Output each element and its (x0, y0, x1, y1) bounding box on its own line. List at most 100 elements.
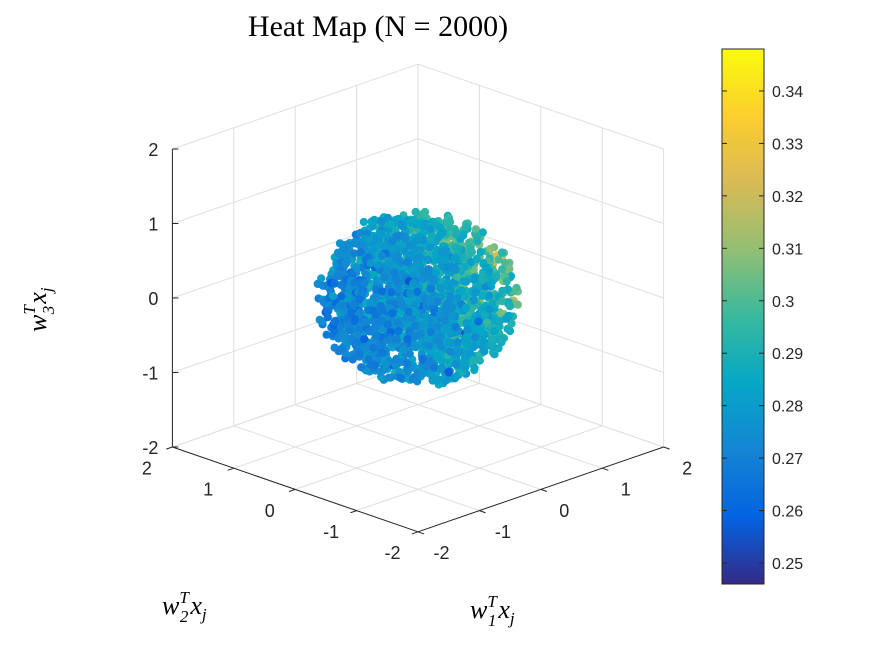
scatter-point (483, 318, 492, 327)
colorbar-tick-label: 0.34 (772, 84, 803, 101)
scatter-point (353, 330, 362, 340)
x-tick-label: 0 (559, 501, 569, 521)
scatter-point (378, 287, 387, 296)
colorbar-tick-label: 0.28 (772, 399, 803, 416)
scatter-point (426, 225, 435, 234)
scatter-point (397, 221, 407, 231)
scatter-point (474, 317, 483, 326)
scatter-point (324, 306, 333, 315)
scatter-point (503, 312, 512, 321)
scatter-point (445, 217, 455, 227)
scatter-point (423, 272, 432, 281)
scatter-point (369, 343, 378, 352)
scatter-point (391, 361, 401, 370)
scatter-point (331, 317, 340, 326)
y-axis-label: wT 2xj (162, 588, 207, 626)
x-tick-mark (602, 467, 609, 471)
scatter-point (403, 367, 412, 376)
scatter-point (361, 270, 370, 279)
scatter-point (444, 263, 453, 272)
scatter-point (356, 242, 366, 251)
scatter-point (426, 315, 436, 324)
scatter-point (369, 327, 379, 336)
scatter-point (377, 317, 386, 326)
scatter-point (478, 228, 487, 237)
scatter-point (351, 237, 360, 246)
colorbar-tick-label: 0.29 (772, 346, 803, 363)
scatter-point (384, 259, 393, 268)
scatter-point (497, 297, 506, 306)
scatter-point (417, 330, 426, 339)
colorbar-tick-label: 0.33 (772, 136, 803, 153)
scatter-point (355, 308, 364, 317)
scatter-point (455, 245, 464, 254)
scatter-point (470, 333, 480, 342)
x-tick-label: 1 (621, 480, 631, 500)
scatter-point (338, 301, 347, 310)
scatter-point (442, 376, 451, 385)
side-wall-grid-line (417, 63, 664, 150)
scatter-point (459, 231, 468, 240)
scatter-point (446, 347, 455, 356)
scatter-point (347, 308, 356, 317)
scatter-point (409, 279, 418, 288)
scatter-point (463, 339, 472, 349)
scatter-point (469, 296, 478, 305)
scatter-point (439, 228, 448, 237)
scatter-point (393, 251, 402, 260)
scatter-point (513, 300, 522, 309)
scatter-point (411, 207, 420, 217)
scatter-point (476, 247, 485, 256)
scatter-point (428, 373, 437, 382)
scatter-point (405, 241, 414, 250)
scatter-point (444, 368, 453, 377)
y-tick-label: 2 (142, 458, 152, 478)
scatter-point (404, 307, 413, 316)
z-tick-label: 0 (148, 289, 158, 309)
scatter-point (414, 253, 423, 262)
scatter-point (441, 316, 450, 325)
y-tick-mark (288, 488, 296, 492)
scatter-point (453, 338, 462, 347)
scatter-point (451, 360, 460, 369)
colorbar: 0.25 0.26 0.27 0.28 0.29 0.3 0.31 0.32 0.33 0.34 (721, 48, 803, 585)
scatter-point (388, 245, 397, 254)
scatter-point (451, 254, 460, 263)
scatter-point (418, 210, 427, 219)
scatter-point (461, 292, 470, 301)
floor-grid-line (233, 382, 480, 469)
scatter-point (345, 325, 354, 334)
scatter-point (399, 346, 408, 355)
colorbar-tick-label: 0.3 (772, 294, 794, 311)
scatter-point (355, 350, 364, 359)
x-tick-mark (479, 510, 486, 514)
y-tick-mark (411, 531, 419, 535)
scatter-point (371, 361, 380, 370)
scatter-point (388, 309, 397, 318)
scatter-point (380, 241, 389, 250)
x-tick-label: 2 (682, 458, 692, 478)
scatter-point (478, 291, 487, 300)
scatter-point (333, 272, 342, 281)
scatter-point (346, 268, 355, 277)
scatter-point (385, 335, 395, 344)
scatter-point (487, 334, 496, 343)
scatter-point (370, 215, 379, 224)
scatter-point (410, 333, 419, 342)
scatter-point (460, 353, 469, 363)
scatter-point (376, 229, 385, 238)
floor-grid-line (356, 382, 603, 469)
scatter-point (328, 292, 337, 301)
scatter-point (473, 281, 482, 290)
scatter-point (355, 295, 364, 304)
scatter-point (505, 302, 515, 311)
scatter-point (323, 313, 332, 322)
scatter-point (461, 222, 471, 232)
scatter-point (472, 254, 481, 263)
scatter-point (337, 344, 347, 353)
scatter-point (412, 287, 422, 296)
scatter-point (393, 318, 402, 327)
scatter-point (406, 289, 415, 298)
scatter-point (415, 219, 424, 228)
scatter-point (380, 273, 389, 282)
